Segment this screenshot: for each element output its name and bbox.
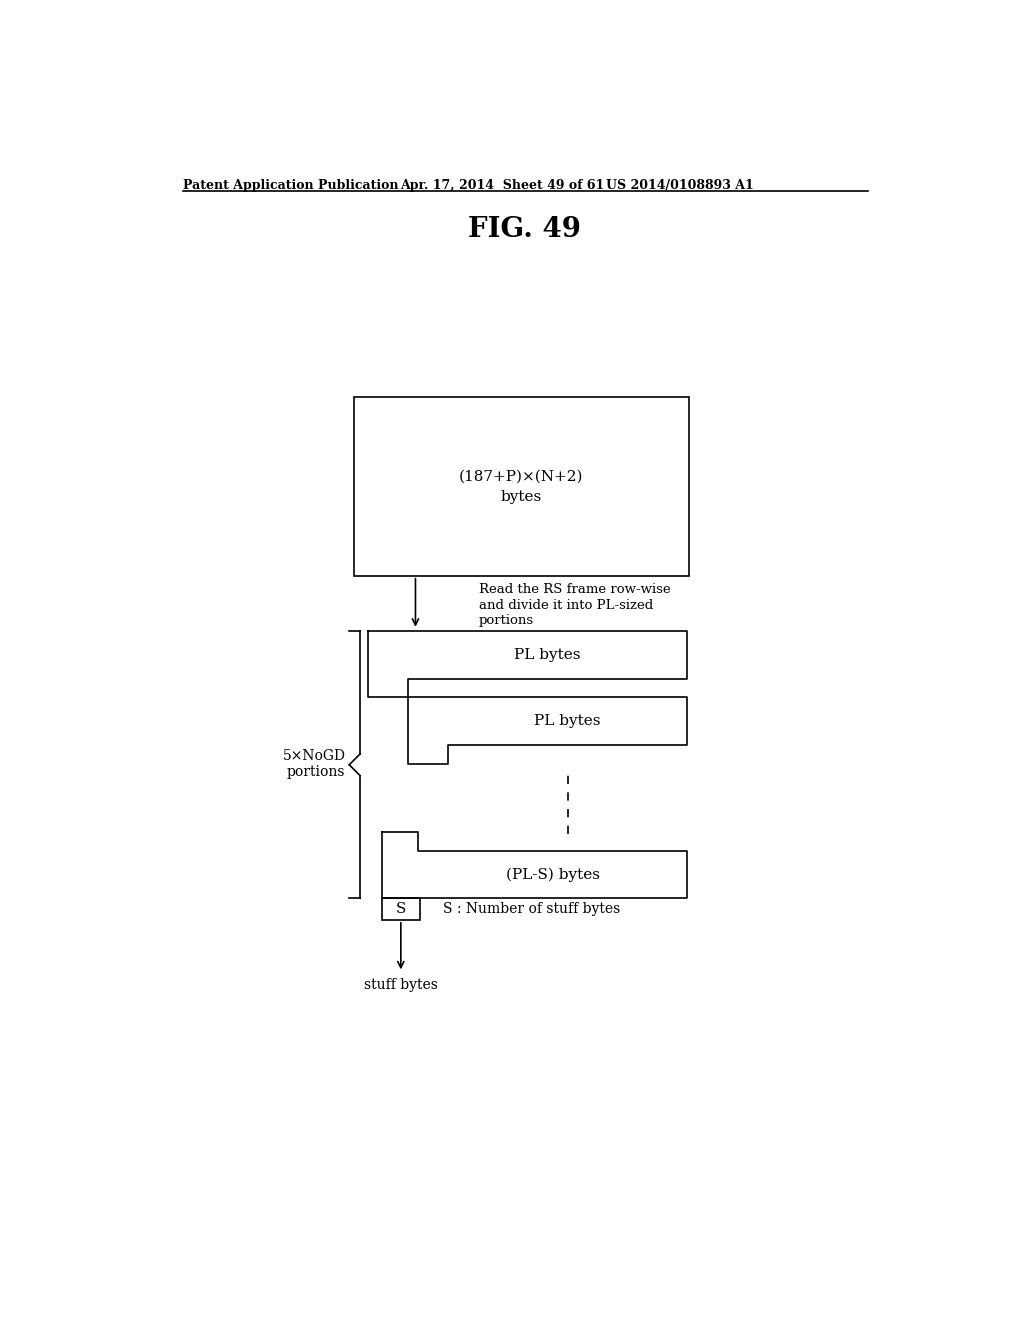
Text: bytes: bytes	[501, 490, 542, 504]
Text: portions: portions	[287, 766, 345, 780]
Text: (PL-S) bytes: (PL-S) bytes	[506, 867, 599, 882]
Text: 5×NoGD: 5×NoGD	[283, 748, 345, 763]
Text: (187+P)×(N+2): (187+P)×(N+2)	[459, 470, 584, 483]
Bar	[382, 899, 420, 920]
Text: stuff bytes: stuff bytes	[364, 978, 438, 991]
Text: Read the RS frame row-wise: Read the RS frame row-wise	[478, 583, 671, 597]
Text: S : Number of stuff bytes: S : Number of stuff bytes	[443, 902, 621, 916]
Text: and divide it into PL-sized: and divide it into PL-sized	[478, 599, 653, 612]
Bar	[354, 397, 689, 576]
Text: Patent Application Publication: Patent Application Publication	[183, 180, 398, 193]
Text: PL bytes: PL bytes	[514, 648, 581, 663]
Text: US 2014/0108893 A1: US 2014/0108893 A1	[606, 180, 754, 193]
Text: Apr. 17, 2014  Sheet 49 of 61: Apr. 17, 2014 Sheet 49 of 61	[400, 180, 604, 193]
Text: portions: portions	[478, 614, 534, 627]
Text: S: S	[395, 902, 407, 916]
Text: PL bytes: PL bytes	[535, 714, 601, 729]
Text: FIG. 49: FIG. 49	[468, 216, 582, 243]
